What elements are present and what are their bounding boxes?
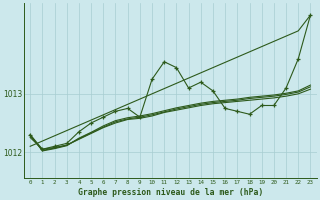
X-axis label: Graphe pression niveau de la mer (hPa): Graphe pression niveau de la mer (hPa): [78, 188, 263, 197]
